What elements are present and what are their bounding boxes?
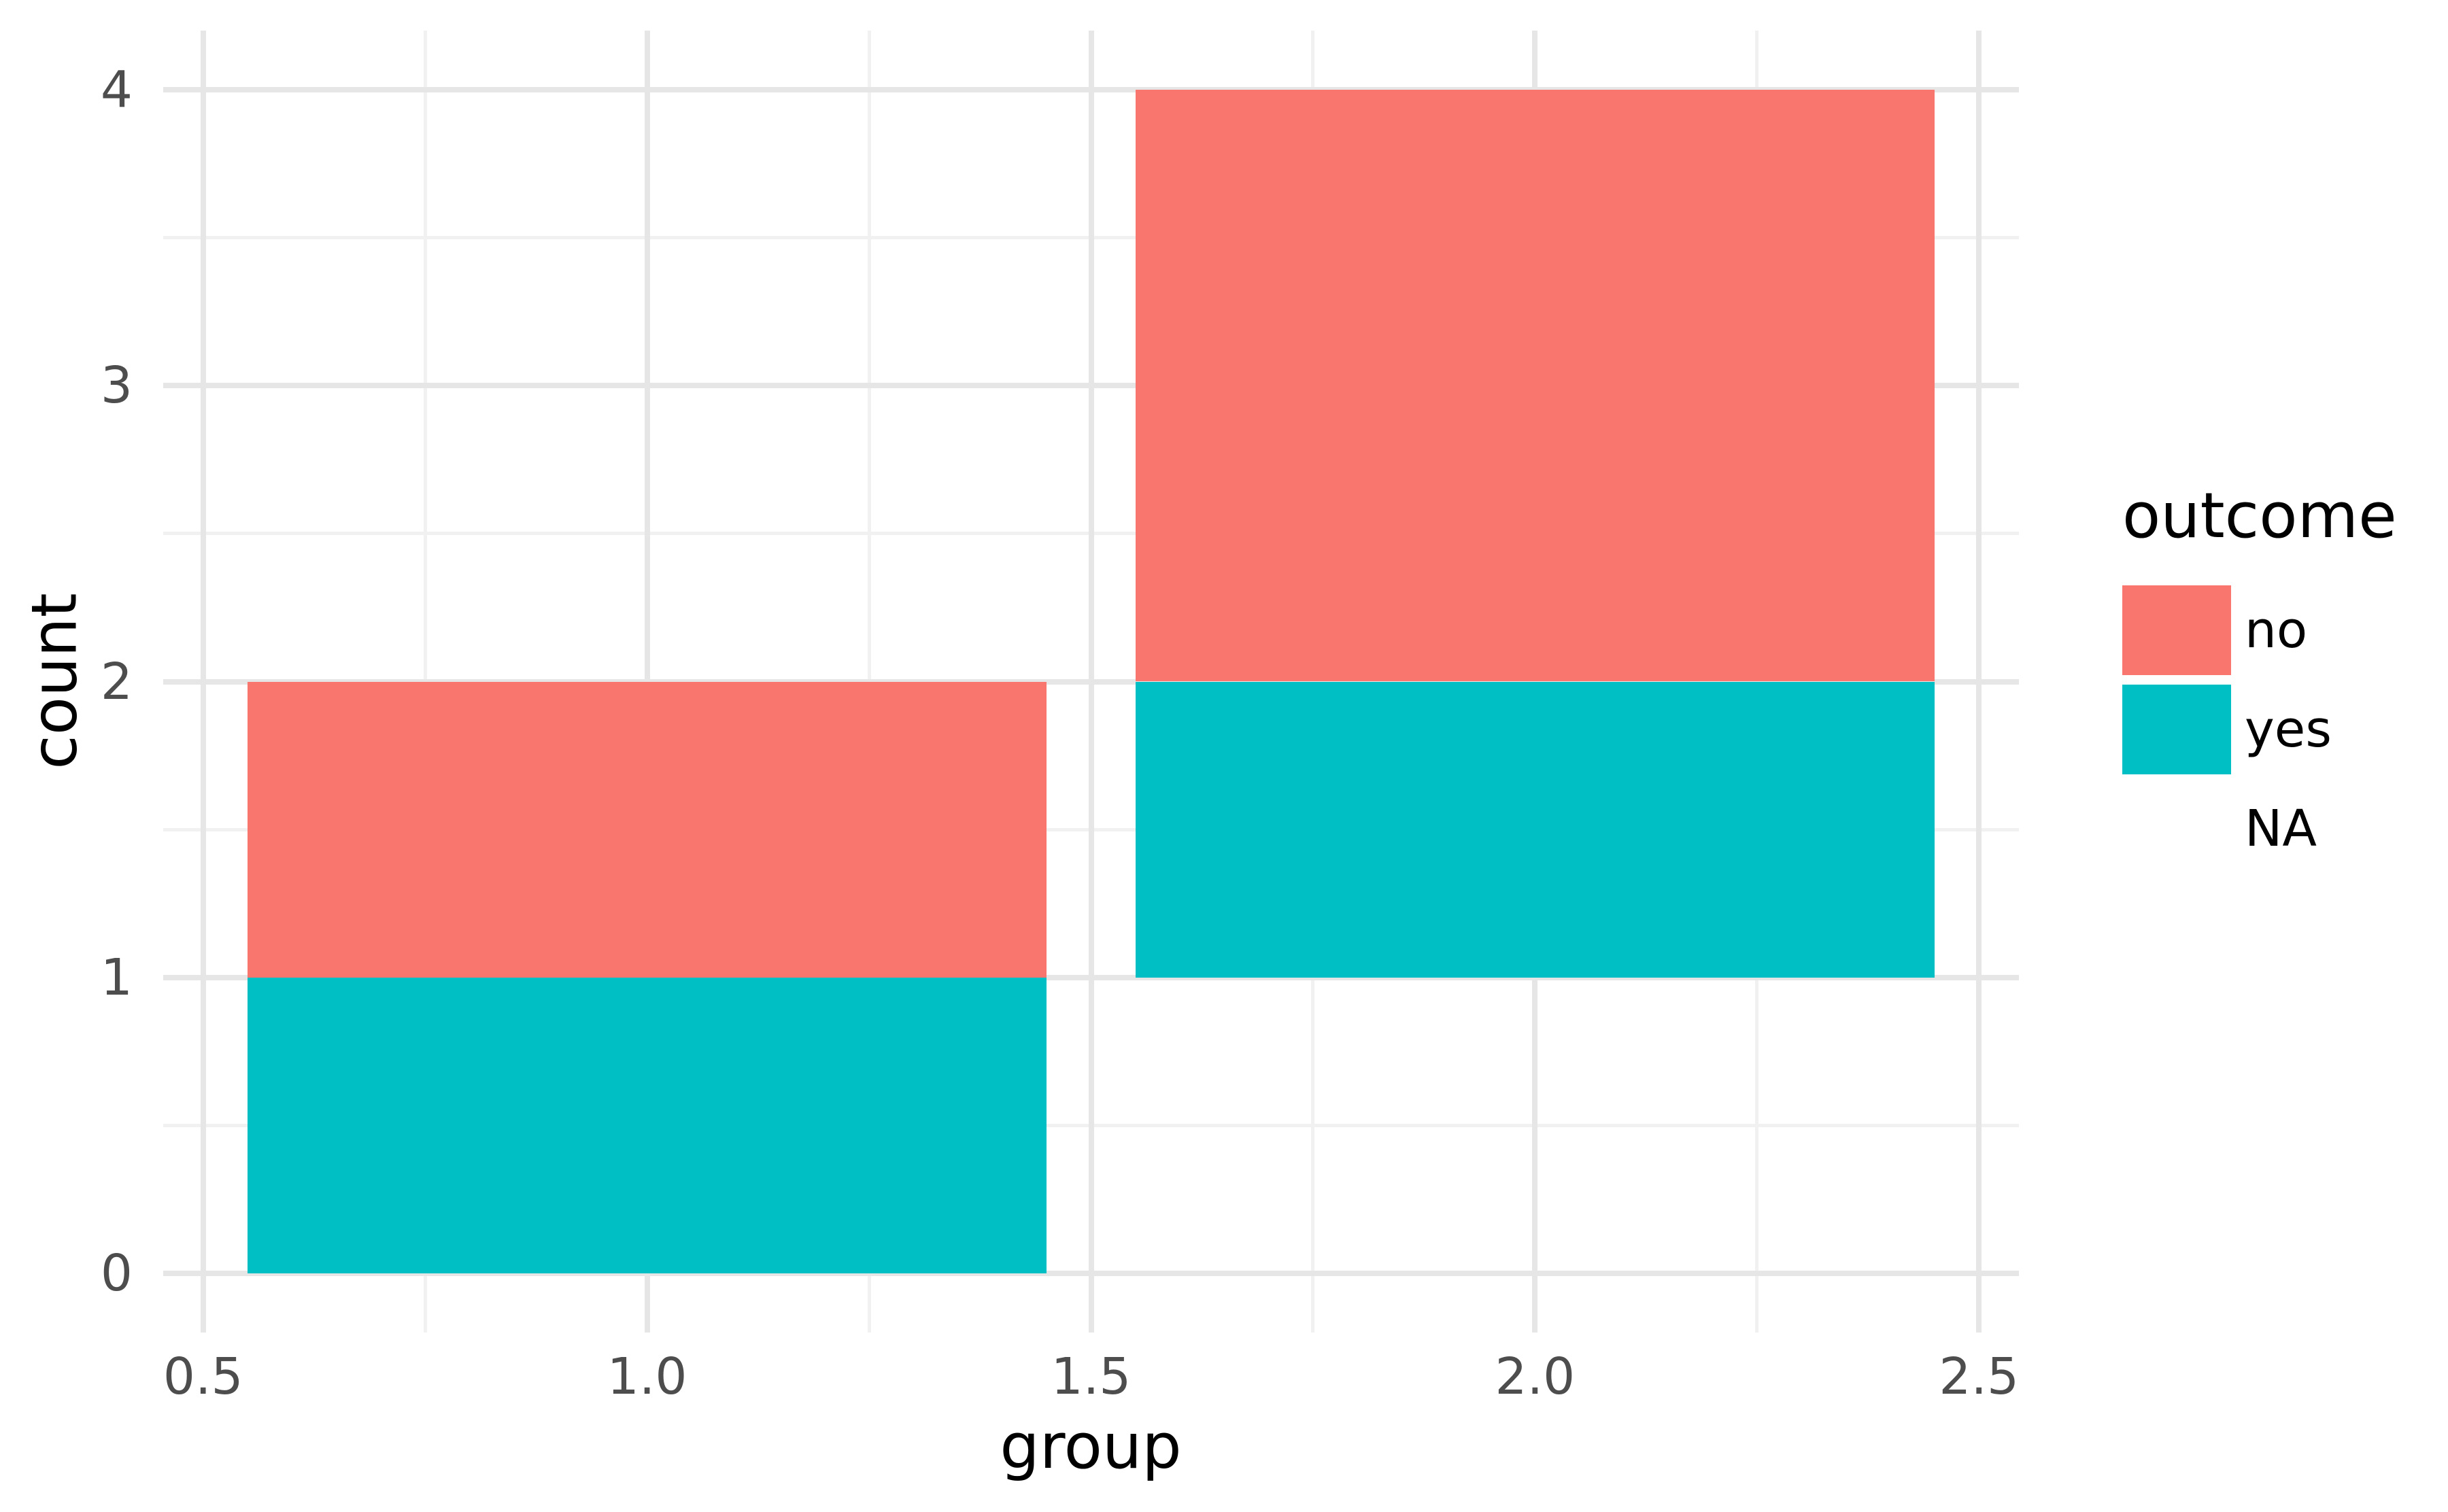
y-tick-label: 1 (100, 948, 133, 1007)
x-tick-label: 2.0 (1495, 1347, 1576, 1406)
bar-segment-yes-group2 (1135, 681, 1935, 978)
legend-entry-NA: NA (2122, 784, 2397, 874)
y-axis-title: count (18, 593, 91, 770)
x-tick-label: 1.0 (607, 1347, 687, 1406)
y-tick-label: 2 (100, 652, 133, 711)
x-axis-title: group (1000, 1410, 1182, 1483)
y-tick-label: 3 (100, 356, 133, 415)
plot-panel (163, 31, 2019, 1333)
legend-key-yes (2122, 685, 2231, 774)
legend-key-no (2122, 585, 2231, 675)
legend-key-NA (2122, 784, 2231, 874)
legend-label-no: no (2245, 601, 2308, 659)
legend-entry-yes: yes (2122, 685, 2397, 774)
legend: outcome no yes NA (2122, 485, 2397, 883)
y-tick-label: 4 (100, 61, 133, 120)
x-tick-label: 0.5 (163, 1347, 243, 1406)
bar-segment-no-group2 (1135, 90, 1935, 682)
gridline-y-major (163, 1270, 2019, 1276)
legend-title: outcome (2122, 479, 2397, 552)
y-tick-label: 0 (100, 1243, 133, 1303)
gridline-y-major (163, 678, 2019, 685)
legend-label-yes: yes (2245, 700, 2332, 759)
legend-entries: no yes NA (2122, 585, 2397, 874)
bar-segment-no-group1 (248, 681, 1047, 978)
x-tick-label: 1.5 (1051, 1347, 1132, 1406)
gridline-y-major (163, 87, 2019, 93)
legend-entry-no: no (2122, 585, 2397, 675)
bar-segment-yes-group1 (248, 977, 1047, 1273)
legend-label-NA: NA (2245, 800, 2317, 858)
bar-segment-NA-group2 (1136, 978, 1935, 1273)
gridline-y-major (163, 974, 2019, 980)
x-tick-label: 2.5 (1939, 1347, 2020, 1406)
gridline-y-major (163, 383, 2019, 389)
